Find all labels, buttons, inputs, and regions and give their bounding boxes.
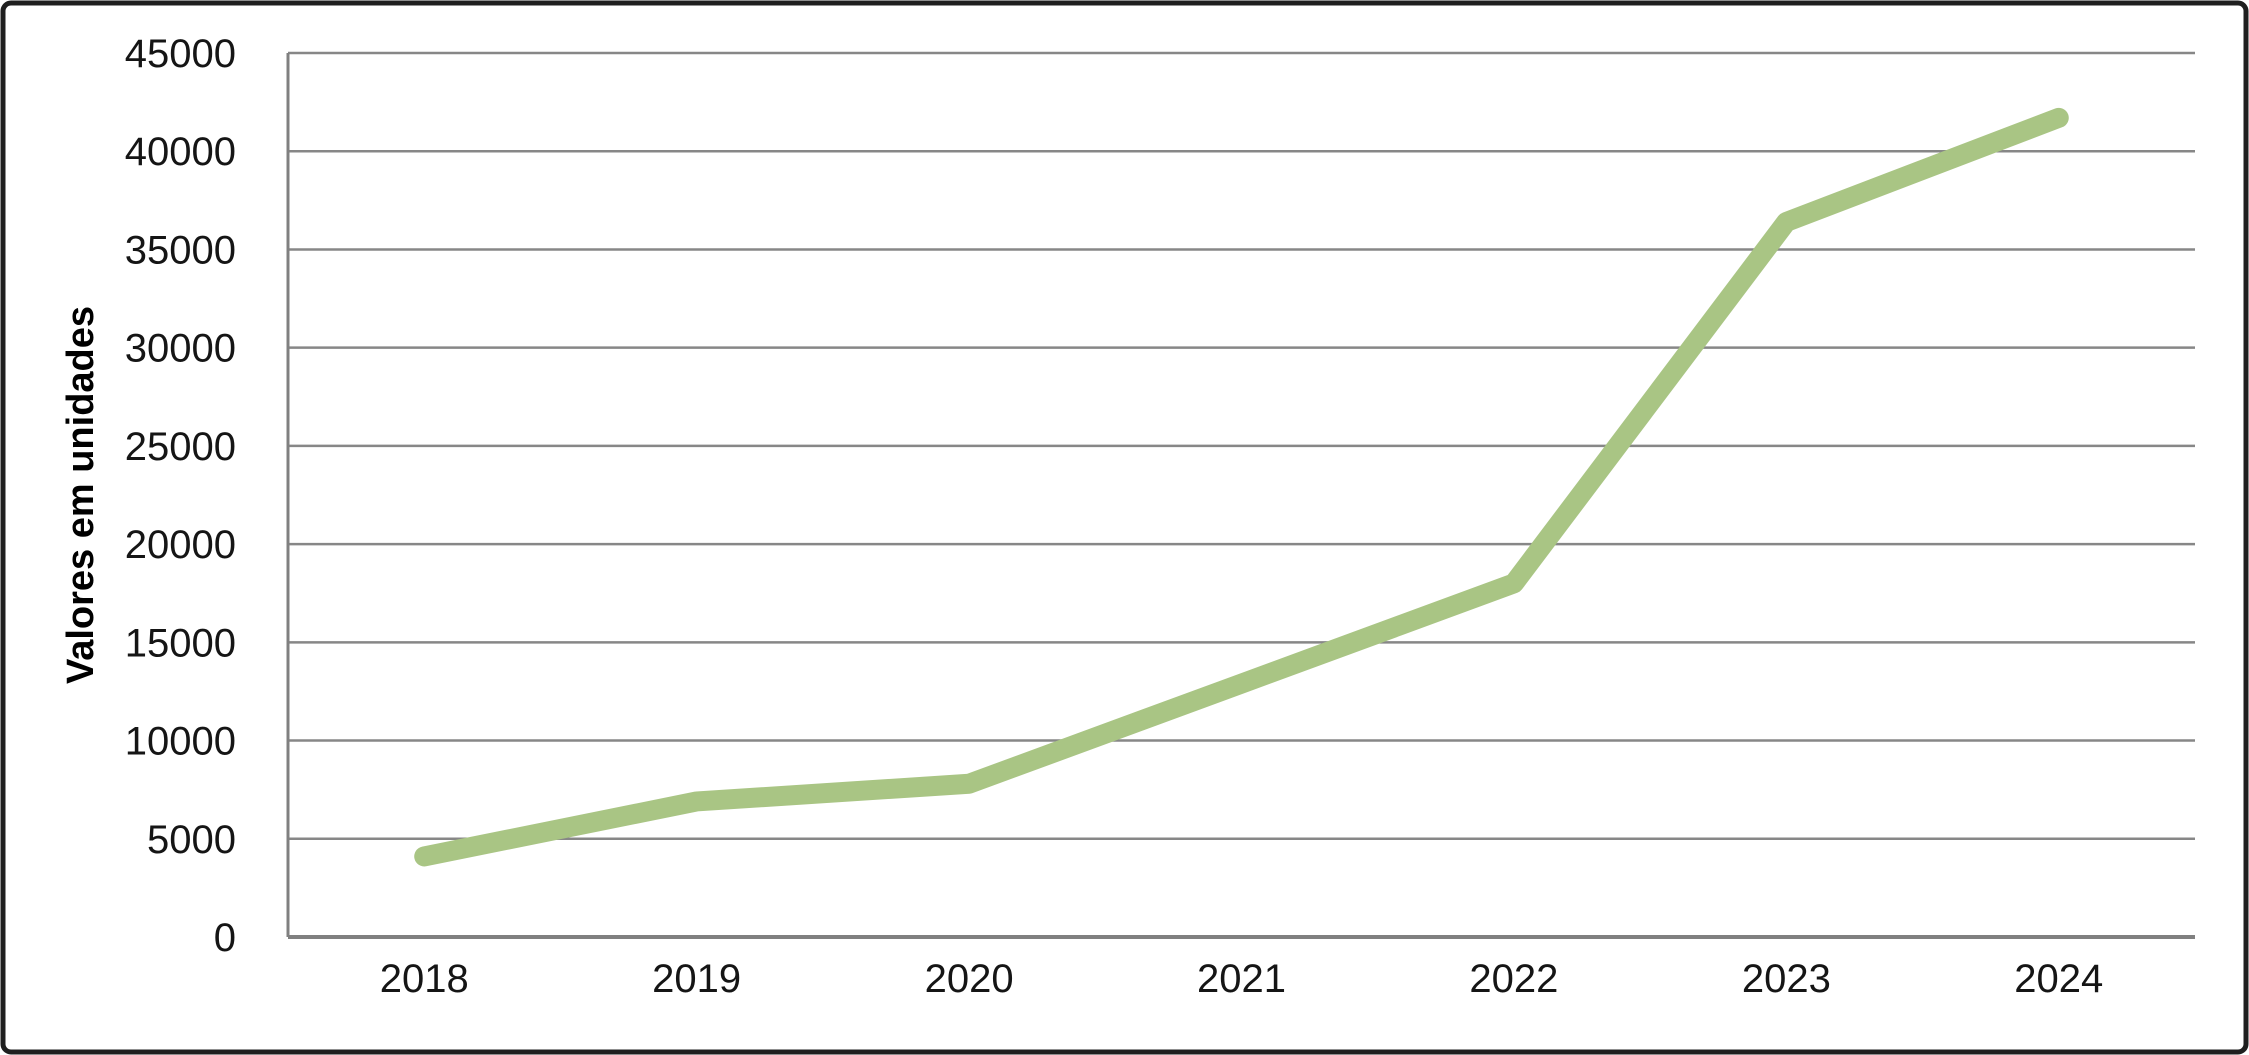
data-series bbox=[414, 107, 2069, 867]
y-tick-labels: 0 5000 10000 15000 20000 25000 30000 35000 40000… bbox=[125, 32, 236, 960]
y-tick-label: 5000 bbox=[147, 818, 236, 862]
series-line bbox=[414, 107, 2069, 867]
y-tick-label: 25000 bbox=[125, 425, 236, 469]
y-gridlines bbox=[288, 51, 2195, 841]
y-tick-label: 40000 bbox=[125, 130, 236, 174]
y-tick-label: 30000 bbox=[125, 327, 236, 371]
x-tick-label: 2020 bbox=[925, 957, 1014, 1001]
y-tick-label: 20000 bbox=[125, 523, 236, 567]
y-tick-label: 35000 bbox=[125, 228, 236, 272]
y-tick-label: 15000 bbox=[125, 621, 236, 665]
x-tick-label: 2021 bbox=[1197, 957, 1286, 1001]
y-tick-label: 45000 bbox=[125, 32, 236, 76]
x-tick-label: 2019 bbox=[652, 957, 741, 1001]
y-tick-label: 0 bbox=[214, 916, 236, 960]
x-tick-label: 2018 bbox=[380, 957, 469, 1001]
y-axis-title: Valores em unidades bbox=[60, 306, 102, 684]
axes bbox=[286, 53, 2195, 939]
y-tick-label: 10000 bbox=[125, 720, 236, 764]
x-tick-label: 2022 bbox=[1469, 957, 1558, 1001]
x-tick-label: 2024 bbox=[2014, 957, 2103, 1001]
x-tick-labels: 2018 2019 2020 2021 2022 2023 2024 bbox=[380, 957, 2104, 1001]
x-tick-label: 2023 bbox=[1742, 957, 1831, 1001]
